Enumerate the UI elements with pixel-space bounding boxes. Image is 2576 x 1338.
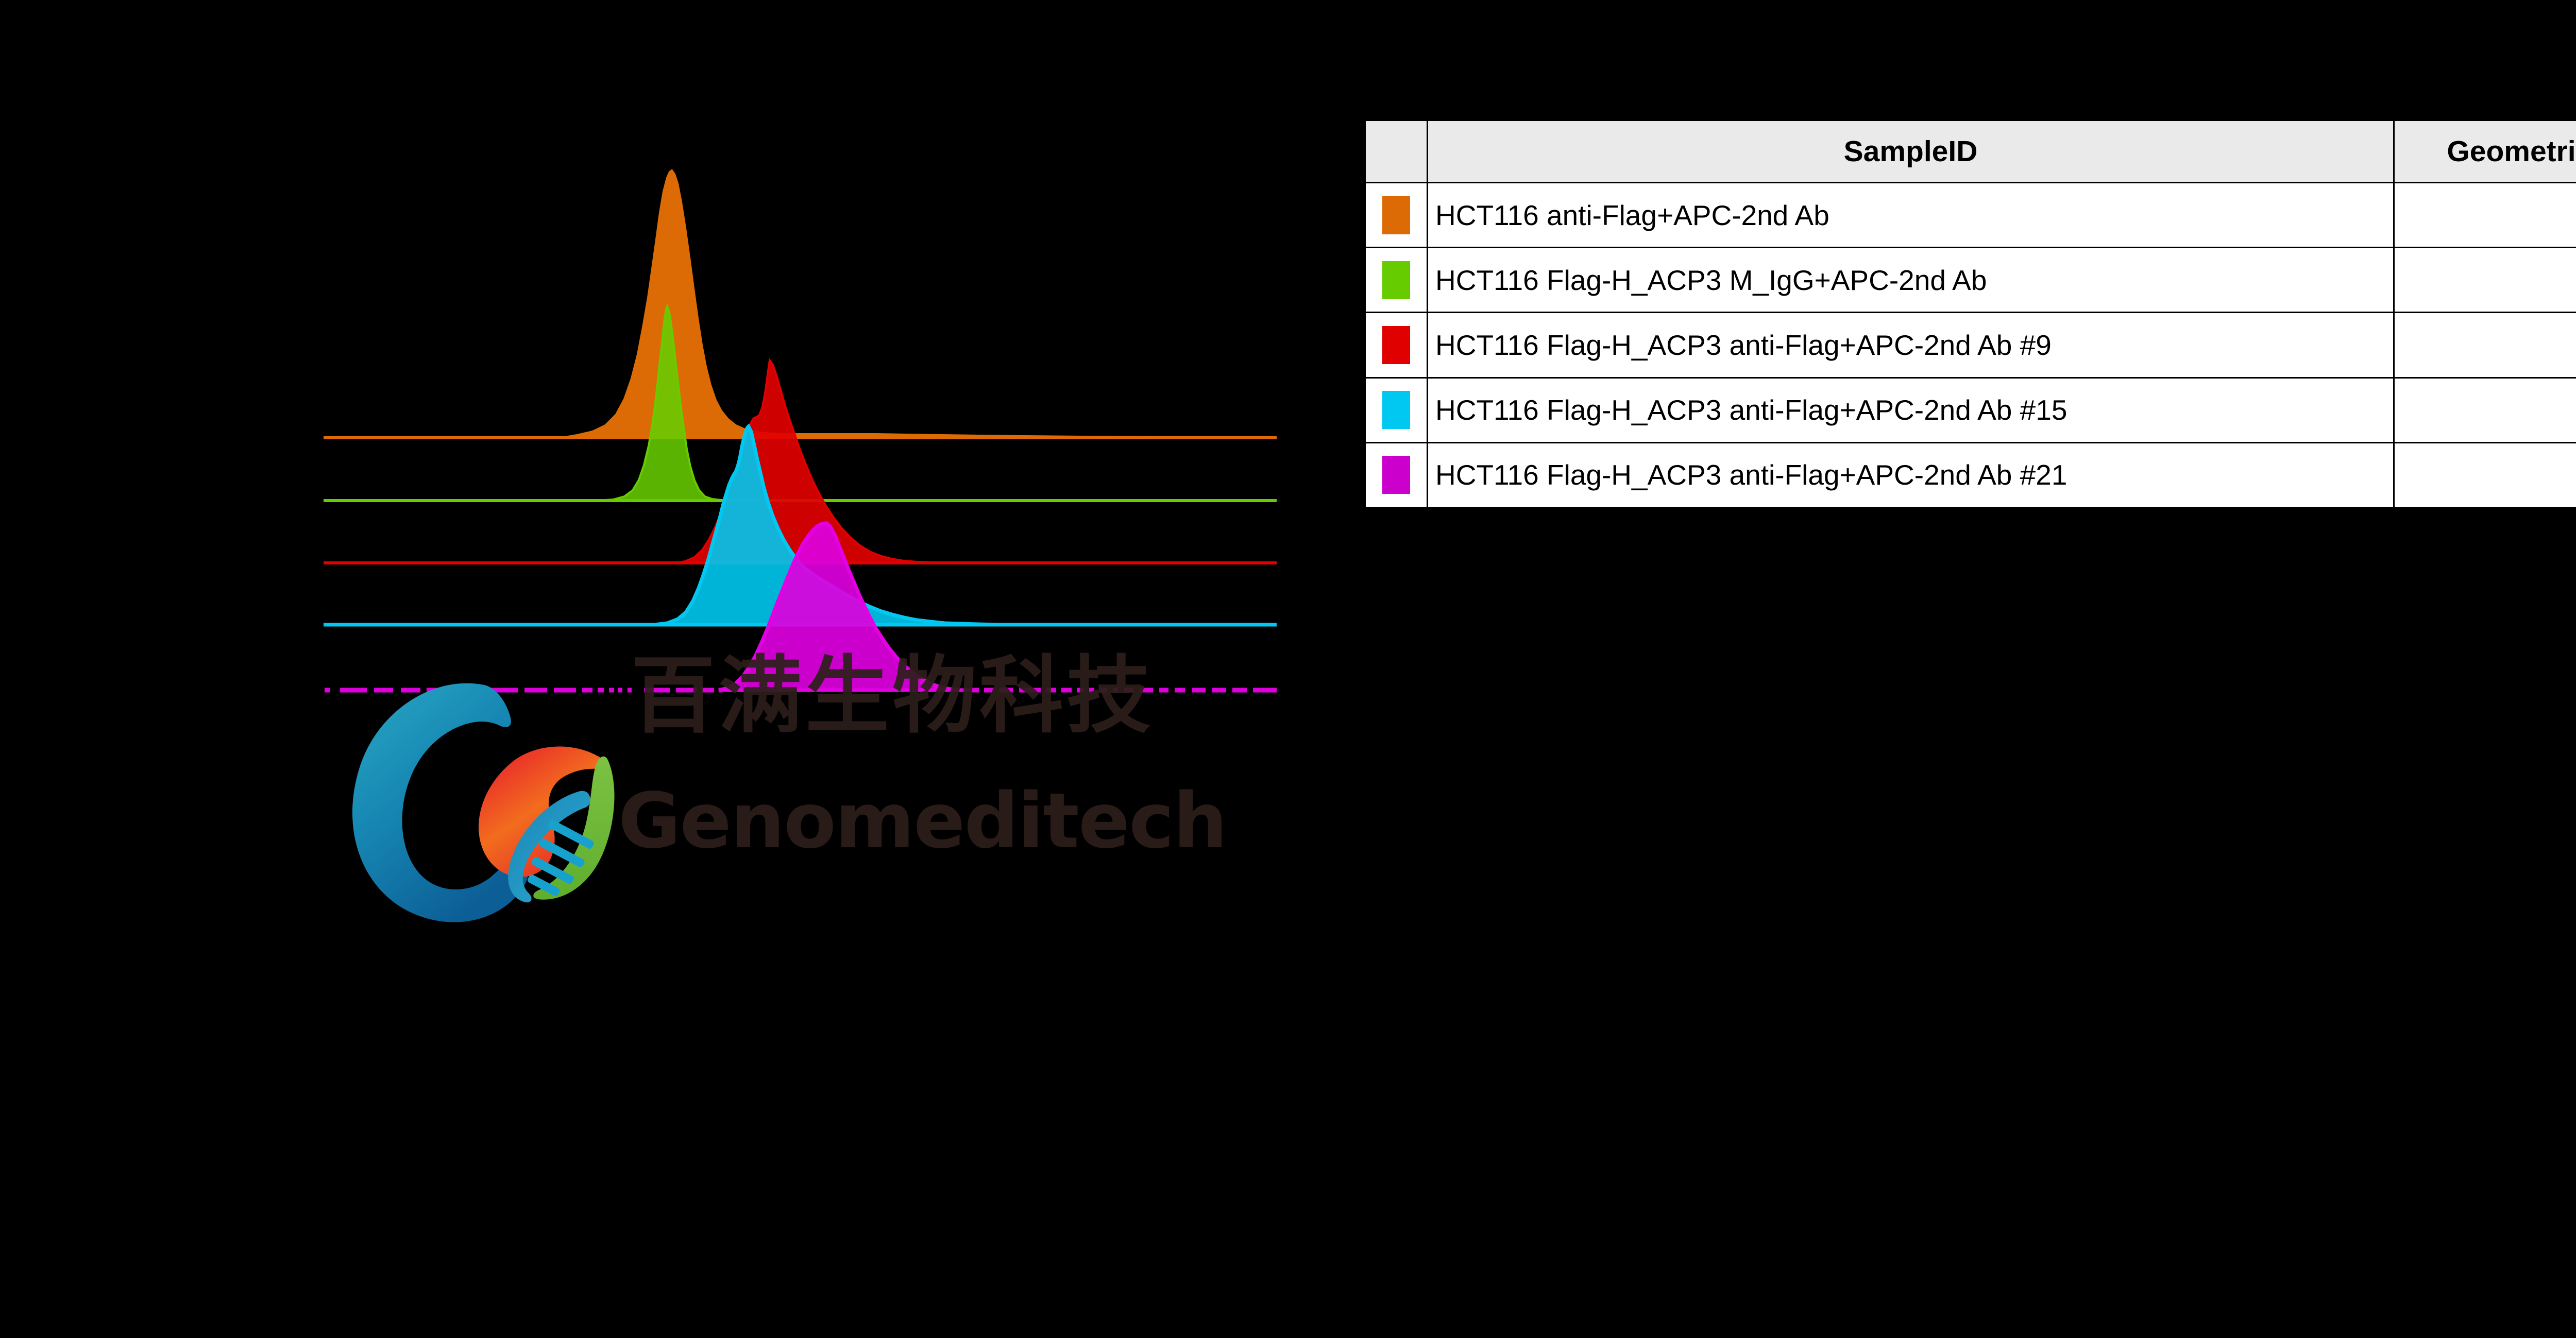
row-geometric-mean: 857 — [2393, 181, 2576, 249]
row-sample-id: HCT116 anti-Flag+APC-2nd Ab — [1427, 181, 2395, 249]
row-color-swatch — [1364, 247, 1428, 314]
table-row: HCT116 anti-Flag+APC-2nd Ab857 — [1364, 181, 2576, 249]
row-geometric-mean: 16103 — [2393, 441, 2576, 509]
histogram-trace-magenta — [325, 521, 1277, 693]
color-swatch-icon — [1382, 261, 1410, 299]
row-geometric-mean: 643 — [2393, 247, 2576, 314]
row-color-swatch — [1364, 376, 1428, 443]
row-sample-id: HCT116 Flag-H_ACP3 M_IgG+APC-2nd Ab — [1427, 247, 2395, 314]
histogram-area-magenta — [718, 521, 972, 692]
histogram-baseline-orange — [324, 436, 1277, 439]
row-sample-id: HCT116 Flag-H_ACP3 anti-Flag+APC-2nd Ab … — [1427, 441, 2395, 509]
table-header-row: SampleID Geometric Mean : FL11-H — [1364, 119, 2576, 183]
color-swatch-icon — [1382, 391, 1410, 430]
row-color-swatch — [1364, 181, 1428, 249]
header-color-swatch — [1364, 119, 1428, 183]
header-geometric-mean: Geometric Mean : FL11-H — [2393, 119, 2576, 183]
row-sample-id: HCT116 Flag-H_ACP3 anti-Flag+APC-2nd Ab … — [1427, 376, 2395, 443]
row-color-swatch — [1364, 312, 1428, 379]
color-swatch-icon — [1382, 325, 1410, 364]
histogram-panel: 百满生物科技 Genomeditech — [324, 169, 1277, 922]
row-color-swatch — [1364, 441, 1428, 509]
row-geometric-mean: 4585 — [2393, 376, 2576, 443]
histogram-trace-red — [324, 357, 1277, 564]
flow-cytometry-histogram-plot — [324, 169, 1277, 693]
color-swatch-icon — [1382, 196, 1410, 234]
statistics-table: SampleID Geometric Mean : FL11-H HCT116 … — [1364, 119, 2576, 509]
table-row: HCT116 Flag-H_ACP3 anti-Flag+APC-2nd Ab … — [1364, 312, 2576, 379]
table-row: HCT116 Flag-H_ACP3 M_IgG+APC-2nd Ab643 — [1364, 247, 2576, 314]
table-row: HCT116 Flag-H_ACP3 anti-Flag+APC-2nd Ab … — [1364, 441, 2576, 509]
row-geometric-mean: 6327 — [2393, 312, 2576, 379]
histogram-area-orange — [324, 169, 1277, 439]
table-row: HCT116 Flag-H_ACP3 anti-Flag+APC-2nd Ab … — [1364, 376, 2576, 443]
row-sample-id: HCT116 Flag-H_ACP3 anti-Flag+APC-2nd Ab … — [1427, 312, 2395, 379]
color-swatch-icon — [1382, 456, 1410, 494]
header-sample-id: SampleID — [1427, 119, 2395, 183]
statistics-table-panel: SampleID Geometric Mean : FL11-H HCT116 … — [1364, 119, 2576, 509]
histogram-area-red — [324, 357, 1277, 564]
histogram-trace-orange — [324, 169, 1277, 439]
